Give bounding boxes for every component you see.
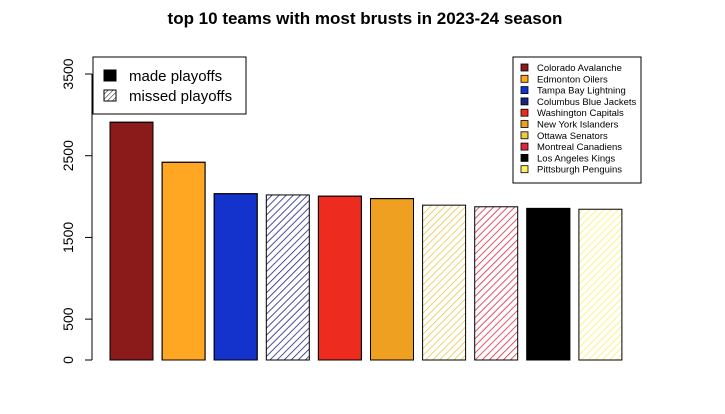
bar-outline [526,207,571,361]
legend-team-swatch [520,142,529,151]
bars [109,121,623,361]
bar-montreal-canadiens [474,206,519,361]
legend-team-swatch [520,153,529,162]
legend-status-label: missed playoffs [129,88,232,105]
legend-status-label: made playoffs [129,68,222,85]
legend-teams-box [512,56,642,184]
y-tick-label: 500 [60,307,76,331]
bar-columbus-blue-jackets [265,194,310,361]
bar-edmonton-oilers [161,161,206,361]
y-tick-label: 1500 [60,222,76,253]
legend-status-swatch [103,69,117,82]
legend-team-label: Pittsburgh Penguins [537,165,622,176]
bar-new-york-islanders [370,198,414,361]
bar-pittsburgh-penguins [578,208,623,361]
legend-status-box [92,56,247,115]
bar-outline [317,195,362,361]
legend-team-label: Tampa Bay Lightning [537,86,626,97]
legend-team-label: Washington Capitals [537,108,624,119]
legend-team-label: Edmonton Oilers [537,74,608,85]
bar-outline [370,198,414,361]
bar-outline [213,193,258,361]
legend-team-label: Montreal Canadiens [537,142,622,153]
legend-playoff-status: made playoffs missed playoffs [92,56,247,115]
legend-team-swatch [520,97,529,106]
y-tick-label: 0 [60,356,76,364]
legend-team-swatch [520,86,529,94]
y-tick-label: 3500 [60,58,76,89]
bar-ottawa-senators [422,204,467,361]
y-tick-label: 2500 [60,140,76,171]
bar-outline [109,121,154,361]
y-axis: 0 500 1500 2500 3500 [60,58,93,364]
legend-team-swatch [520,120,529,128]
bar-los-angeles-kings [526,207,571,361]
bar-outline [161,161,206,361]
legend-team-swatch [520,63,529,72]
bar-colorado-avalanche [109,121,154,361]
legend-team-label: Ottawa Senators [537,131,608,142]
bar-tampa-bay-lightning [213,193,258,361]
legend-team-label: New York Islanders [537,120,619,131]
legend-team-label: Colorado Avalanche [537,63,622,74]
legend-team-swatch [520,108,529,117]
chart-title: top 10 teams with most brusts in 2023-24… [168,9,563,28]
legend-status-swatch [103,89,117,102]
legend-team-swatch [520,131,529,140]
legend-team-label: Los Angeles Kings [537,153,615,164]
legend-team-swatch [520,74,529,83]
legend-team-label: Columbus Blue Jackets [537,97,637,108]
bar-washington-capitals [317,195,362,361]
legend-team-swatch [520,165,529,174]
